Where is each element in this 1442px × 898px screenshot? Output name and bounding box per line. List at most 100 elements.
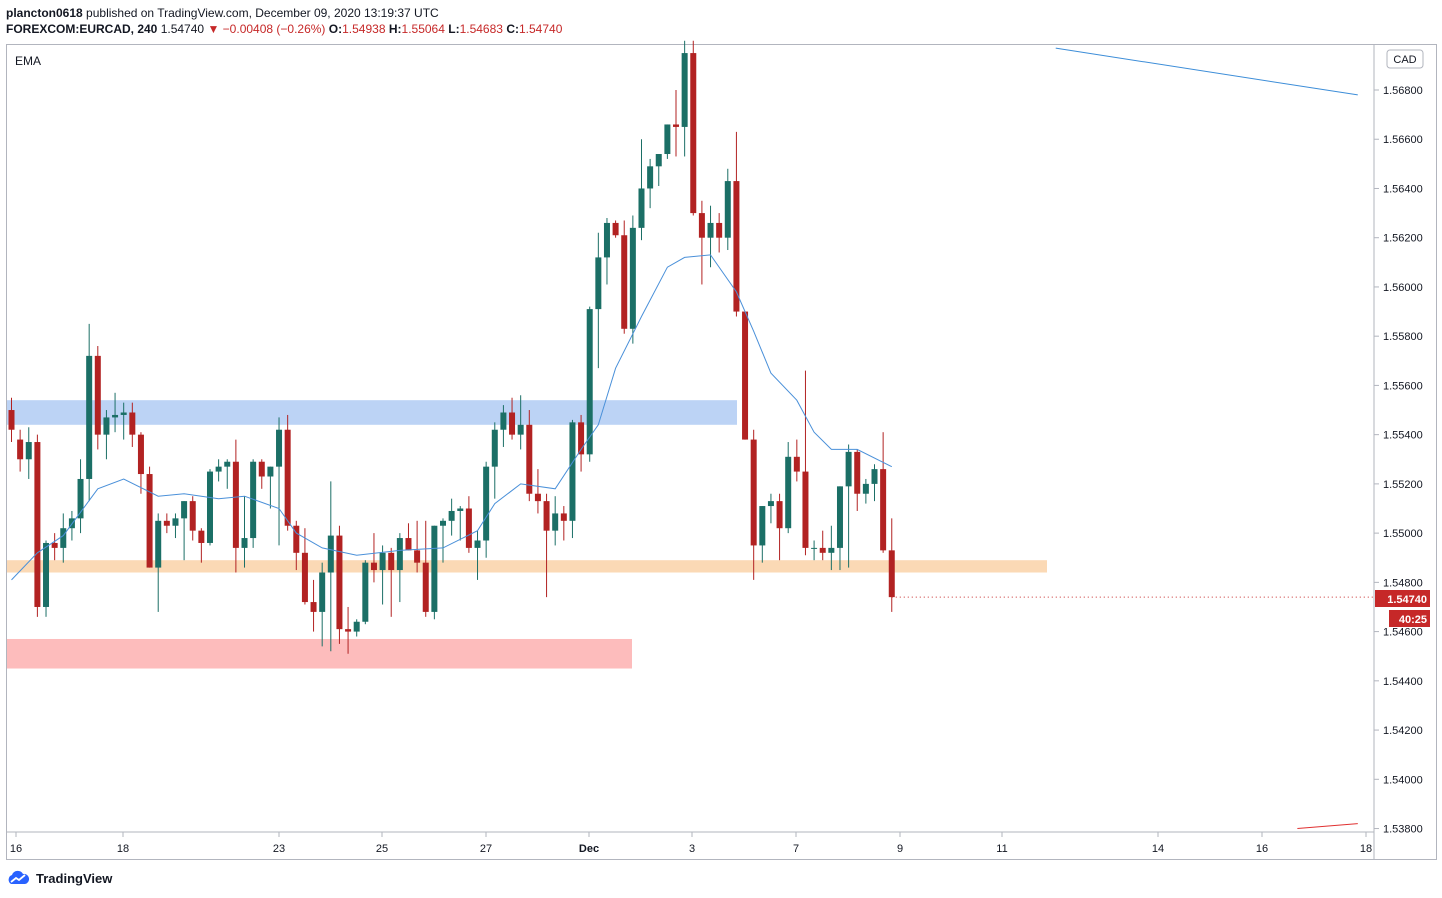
chart-header: plancton0618 published on TradingView.co… — [6, 5, 562, 37]
high-value: 1.55064 — [401, 22, 445, 36]
candle — [767, 493, 774, 524]
candle — [836, 486, 843, 571]
candle-body — [707, 222, 714, 238]
x-tick-label: 16 — [1256, 843, 1268, 855]
candle-body — [742, 311, 749, 440]
candle-body — [491, 429, 498, 467]
candle — [742, 311, 749, 440]
candle-body — [414, 550, 421, 563]
candle — [198, 528, 205, 563]
candle — [68, 510, 75, 541]
candle — [396, 533, 403, 603]
y-tick-label: 1.56600 — [1383, 134, 1423, 146]
candle-body — [638, 188, 645, 228]
candle-body — [612, 222, 619, 236]
lower-red-line[interactable] — [1297, 823, 1358, 830]
y-tick-label: 1.56200 — [1383, 233, 1423, 245]
y-tick-label: 1.55000 — [1383, 528, 1423, 540]
candle — [690, 40, 697, 216]
candle — [232, 439, 239, 573]
candle — [621, 220, 628, 334]
y-tick-label: 1.56400 — [1383, 183, 1423, 195]
candle — [716, 213, 723, 253]
ema-line — [11, 254, 893, 581]
candle — [465, 496, 472, 553]
candle — [379, 545, 386, 605]
demand-zone[interactable] — [7, 638, 632, 669]
candle-body — [388, 552, 395, 571]
candle-body — [258, 461, 265, 477]
candle-body — [552, 513, 559, 531]
candle — [724, 168, 731, 251]
candle-body — [51, 542, 58, 548]
candle-body — [595, 257, 602, 310]
candle-body — [129, 412, 136, 435]
candle-body — [189, 501, 196, 531]
candle-body — [345, 629, 352, 632]
candle — [871, 464, 878, 502]
candle — [862, 478, 869, 504]
candle — [491, 422, 498, 499]
candle-body — [396, 538, 403, 571]
candle — [172, 513, 179, 539]
x-tick-label: 14 — [1152, 843, 1164, 855]
candle — [215, 459, 222, 482]
y-tick-label: 1.54600 — [1383, 627, 1423, 639]
symbol-name[interactable]: FOREXCOM:EURCAD, 240 — [6, 22, 158, 36]
y-tick-label: 1.55200 — [1383, 479, 1423, 491]
descending-trendline[interactable] — [1055, 47, 1358, 96]
publisher-name[interactable]: plancton0618 — [6, 6, 83, 20]
x-tick-label: 16 — [10, 843, 22, 855]
candle-body — [422, 562, 429, 612]
candle-body — [276, 429, 283, 467]
candle — [206, 469, 213, 546]
candle-body — [215, 466, 222, 472]
candle-body — [310, 602, 317, 612]
currency-badge[interactable]: CAD — [1386, 49, 1424, 69]
candle-body — [776, 501, 783, 529]
candle-body — [543, 501, 550, 531]
x-tick-label: 23 — [273, 843, 285, 855]
candle-body — [819, 547, 826, 553]
open-value: 1.54938 — [342, 22, 386, 36]
candle — [51, 533, 58, 561]
candle — [362, 560, 369, 625]
candle — [500, 405, 507, 447]
indicator-label[interactable]: EMA — [15, 54, 41, 68]
price-change: −0.00408 (−0.26%) — [222, 22, 326, 36]
candle — [103, 410, 110, 460]
last-price: 1.54740 — [160, 22, 205, 36]
y-tick-label: 1.55400 — [1383, 430, 1423, 442]
candle — [457, 506, 464, 541]
candle — [94, 346, 101, 450]
support-zone[interactable] — [7, 560, 1047, 573]
chart-frame — [6, 44, 1437, 860]
candle — [86, 323, 93, 502]
open-label: O: — [328, 22, 343, 36]
candle — [250, 459, 257, 548]
candle — [293, 520, 300, 571]
close-label: C: — [506, 22, 519, 36]
candle — [327, 481, 334, 652]
candle — [405, 523, 412, 551]
candle-body — [457, 508, 464, 511]
symbol-info: FOREXCOM:EURCAD, 240 1.54740 ▼ −0.00408 … — [6, 21, 562, 37]
candle — [595, 232, 602, 369]
tradingview-logo[interactable]: TradingView — [6, 870, 112, 886]
candle-body — [267, 466, 274, 477]
candle-body — [880, 469, 887, 551]
candle — [552, 496, 559, 546]
currency-badge-text: CAD — [1393, 54, 1416, 66]
y-tick-label: 1.53800 — [1383, 824, 1423, 836]
candle — [301, 528, 308, 605]
candle — [34, 434, 41, 617]
candle — [793, 439, 800, 482]
candle — [819, 530, 826, 561]
candle-body — [250, 461, 257, 539]
candle-body — [698, 213, 705, 238]
axes-layer: 1.56800 1.56600 1.56400 1.56200 1.56000 1.558… — [7, 45, 1423, 860]
candle — [750, 429, 757, 580]
resistance-zone[interactable] — [7, 400, 737, 425]
candle-body — [845, 451, 852, 487]
